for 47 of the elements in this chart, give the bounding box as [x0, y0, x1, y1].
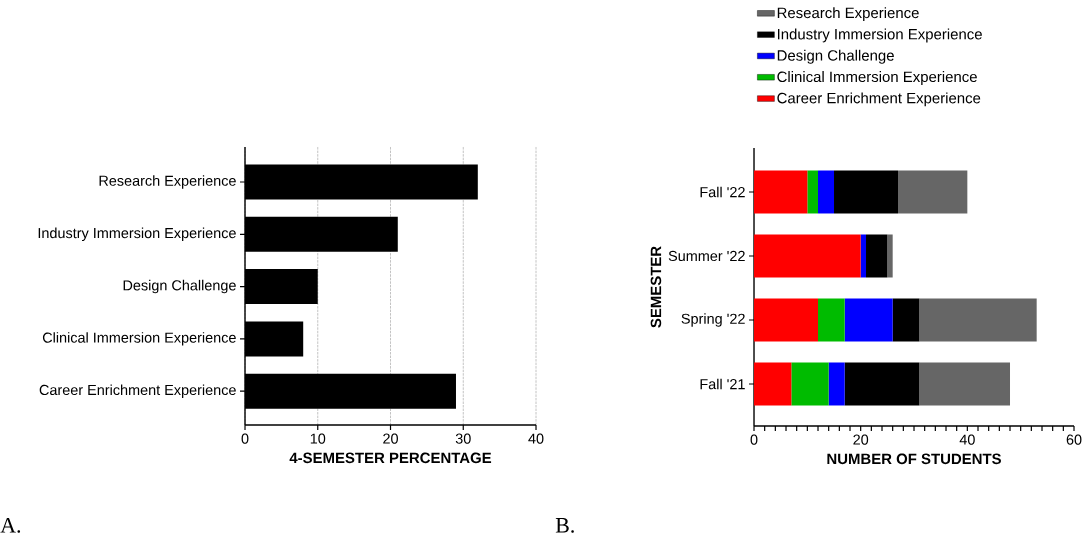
bar: [919, 298, 1037, 342]
bar: [818, 170, 835, 214]
bar: [818, 298, 845, 342]
bar: [844, 298, 893, 342]
bar: [807, 170, 819, 214]
bar: [898, 170, 968, 214]
y-tick-label: Summer '22: [668, 250, 745, 262]
bar: [834, 170, 899, 214]
bar: [754, 170, 808, 214]
x-tick-label: 0: [241, 433, 249, 444]
text: B.: [555, 518, 574, 533]
x-tick-label: 20: [383, 433, 398, 444]
legend-label: Career Enrichment Experience: [777, 92, 981, 107]
y-tick-label: Fall '21: [700, 378, 745, 390]
y-tick-label: Spring '22: [681, 313, 745, 327]
legend-label: Clinical Immersion Experience: [777, 71, 977, 86]
bar: [754, 234, 861, 278]
bar: [828, 362, 845, 406]
x-axis-title: NUMBER OF STUDENTS: [827, 453, 1001, 465]
y-tick-label: Clinical Immersion Experience: [42, 332, 236, 346]
text: A.: [0, 518, 21, 533]
y-tick-label: Industry Immersion Experience: [38, 227, 236, 242]
bar: [844, 362, 920, 406]
legend-label: Design Challenge: [777, 49, 894, 64]
x-tick-label: 40: [528, 433, 544, 444]
bar: [754, 362, 792, 406]
y-tick-label: Fall '22: [700, 186, 745, 198]
x-tick-label: 20: [853, 434, 869, 445]
bar: [887, 234, 893, 278]
y-tick-label: Career Enrichment Experience: [39, 384, 236, 398]
legend-label: Research Experience: [777, 7, 919, 22]
x-axis-title: 4-SEMESTER PERCENTAGE: [289, 452, 492, 464]
x-tick-label: 40: [959, 434, 975, 445]
bar: [892, 298, 920, 342]
x-tick-label: 10: [310, 433, 326, 444]
y-axis-title: SEMESTER: [650, 246, 662, 328]
legend-label: Industry Immersion Experience: [777, 28, 982, 43]
x-tick-label: 30: [455, 433, 471, 444]
bar: [791, 362, 829, 406]
bar: [919, 362, 1011, 406]
x-tick-label: 0: [750, 434, 758, 445]
bar: [754, 298, 819, 342]
bar: [866, 234, 888, 278]
bar: [860, 234, 867, 278]
y-tick-label: Design Challenge: [123, 279, 236, 294]
y-tick-label: Research Experience: [99, 175, 236, 189]
x-tick-label: 60: [1066, 434, 1082, 445]
